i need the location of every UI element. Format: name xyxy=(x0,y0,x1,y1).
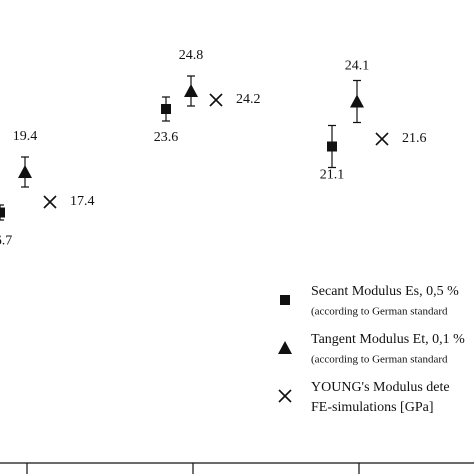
point xyxy=(327,141,337,152)
value-label: 17.4 xyxy=(70,194,95,209)
value-label: 24.1 xyxy=(345,59,370,74)
value-label: 21.1 xyxy=(320,168,345,183)
point xyxy=(184,84,198,97)
point xyxy=(18,165,32,178)
point xyxy=(43,195,57,209)
point xyxy=(161,104,171,114)
point xyxy=(350,94,364,108)
point xyxy=(209,93,223,107)
value-label: 16.7 xyxy=(0,234,12,249)
error-bar xyxy=(0,204,4,221)
value-label: 24.2 xyxy=(236,92,261,107)
legend-marker xyxy=(280,295,290,305)
value-label: 23.6 xyxy=(154,130,179,145)
value-label: 21.6 xyxy=(402,131,427,146)
value-label: 24.8 xyxy=(179,48,204,63)
legend-note: (according to German standard xyxy=(311,354,448,366)
legend-marker xyxy=(278,389,292,403)
point xyxy=(0,207,5,218)
point xyxy=(375,132,389,146)
legend-note: FE-simulations [GPa] xyxy=(311,400,434,415)
value-label: 19.4 xyxy=(13,129,38,144)
legend-note: (according to German standard xyxy=(311,306,448,318)
legend-label: YOUNG's Modulus dete xyxy=(311,380,450,395)
legend-label: Secant Modulus Es, 0,5 % xyxy=(311,284,459,299)
legend-marker xyxy=(278,341,292,354)
legend-label: Tangent Modulus Et, 0,1 % xyxy=(311,332,465,347)
